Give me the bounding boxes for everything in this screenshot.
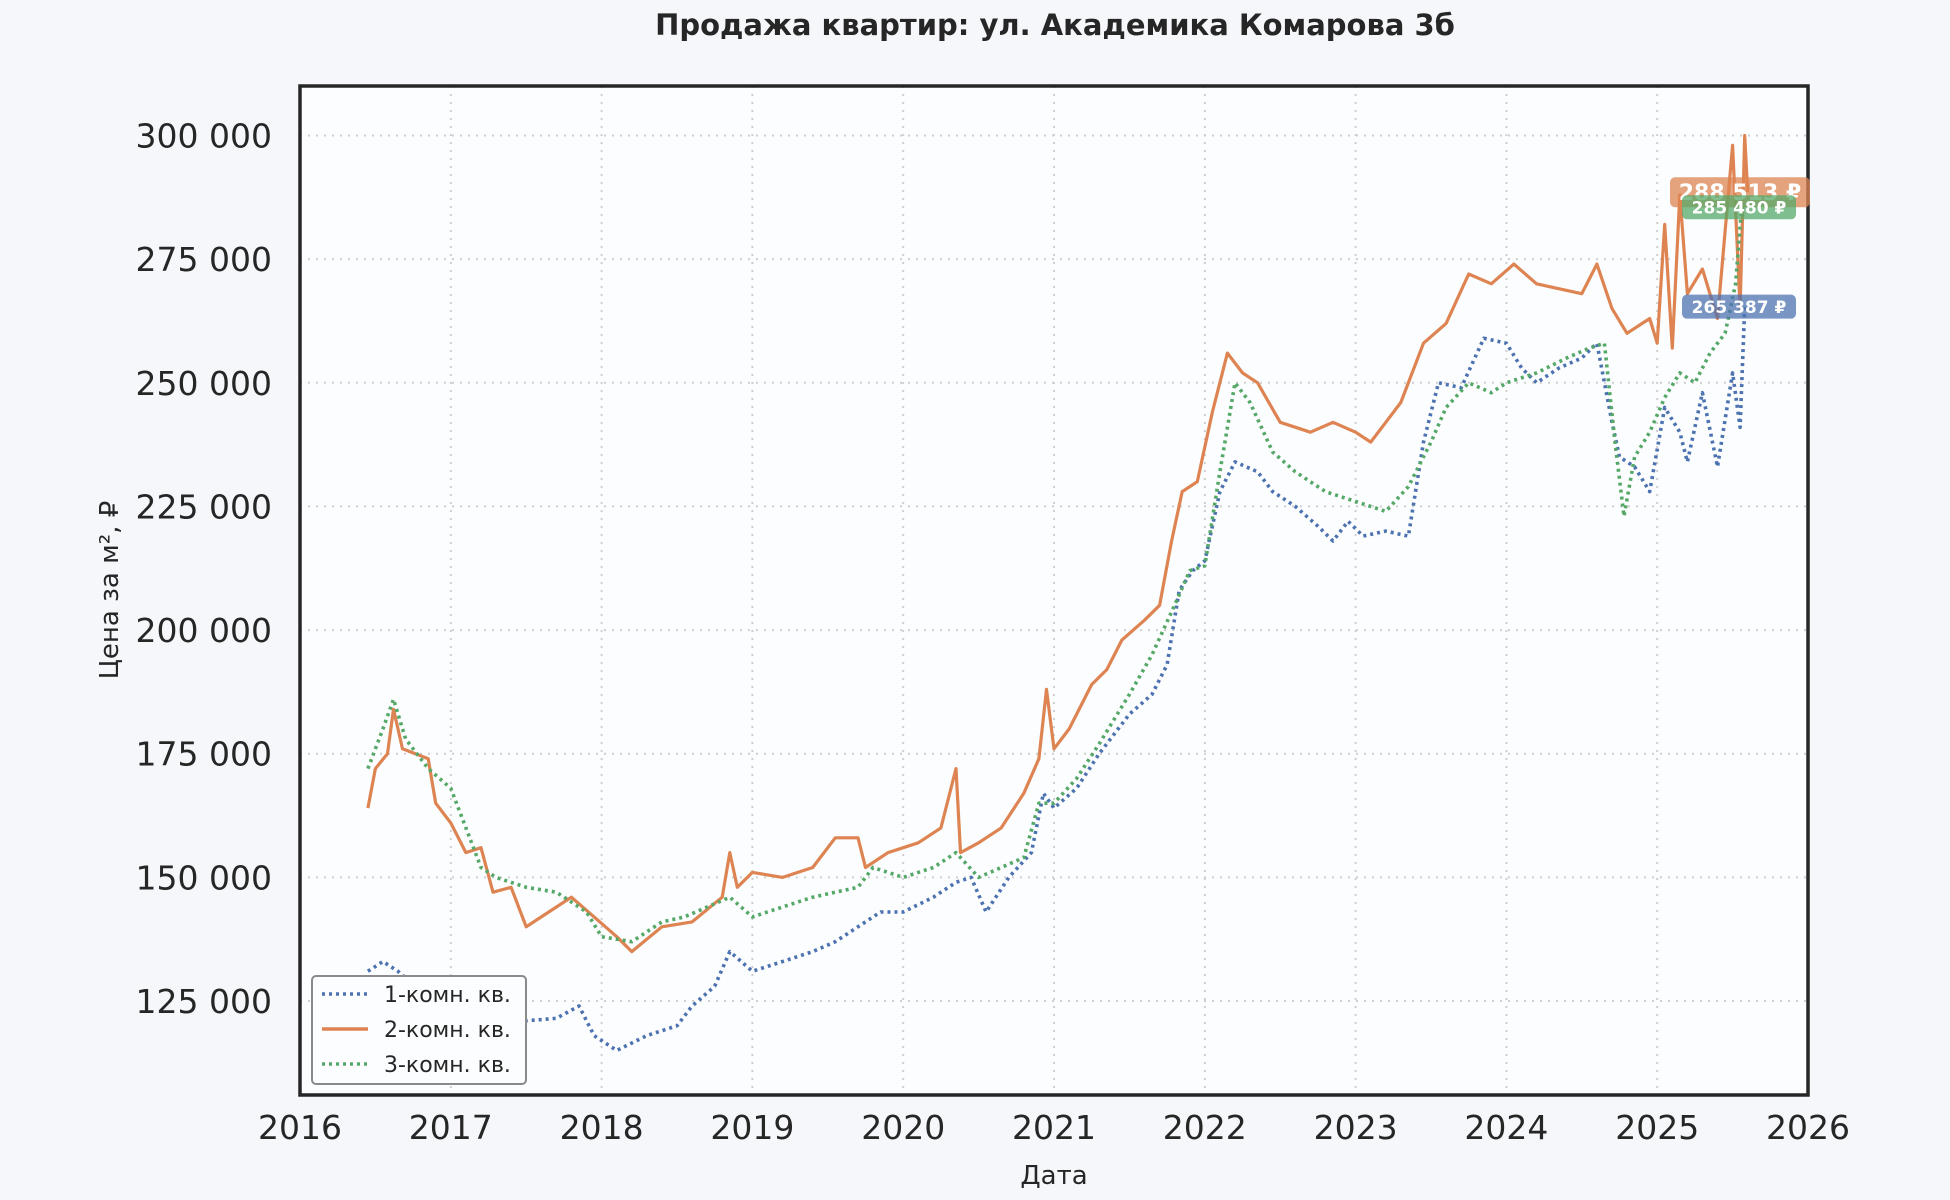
x-tick-label: 2017 xyxy=(409,1108,493,1147)
legend: 1-комн. кв. 2-комн. кв. 3-комн. кв. xyxy=(311,975,527,1085)
legend-item-3: 3-комн. кв. xyxy=(322,1053,511,1078)
x-tick-label: 2023 xyxy=(1314,1108,1398,1147)
last-value-badge-3: 285 480 ₽ xyxy=(1682,195,1796,220)
x-axis-label: Дата xyxy=(1020,1161,1087,1191)
badge-background xyxy=(1682,195,1796,220)
x-tick-label: 2016 xyxy=(258,1108,342,1147)
x-tick-label: 2018 xyxy=(560,1108,644,1147)
series-line-3 xyxy=(366,207,1744,944)
legend-label: 3-комн. кв. xyxy=(384,1053,511,1078)
series-lines xyxy=(366,133,1750,1053)
y-tick-label: 225 000 xyxy=(136,487,272,526)
y-tick-label: 250 000 xyxy=(136,364,272,403)
y-tick-label: 175 000 xyxy=(136,735,272,774)
last-value-badge-1: 265 387 ₽ xyxy=(1682,294,1796,319)
x-tick-label: 2026 xyxy=(1766,1108,1850,1147)
x-tick-label: 2020 xyxy=(861,1108,945,1147)
x-tick-label: 2022 xyxy=(1163,1108,1247,1147)
y-axis-label: Цена за м², ₽ xyxy=(95,501,125,680)
plot-frame xyxy=(298,84,1810,1097)
legend-item-2: 2-комн. кв. xyxy=(322,1018,511,1043)
y-axis-ticks: 125 000 150 000 175 000 200 000 225 000 250 0… xyxy=(136,116,272,1021)
badge-value: 285 480 ₽ xyxy=(1692,198,1787,218)
legend-frame xyxy=(311,975,527,1085)
badge-background xyxy=(1682,294,1796,319)
x-tick-label: 2021 xyxy=(1012,1108,1096,1147)
y-tick-label: 125 000 xyxy=(136,982,272,1021)
y-tick-label: 150 000 xyxy=(136,858,272,897)
series-line-2 xyxy=(366,133,1750,954)
legend-item-1: 1-комн. кв. xyxy=(322,983,511,1008)
last-value-badges: 288 513 ₽285 480 ₽265 387 ₽ xyxy=(1670,177,1810,319)
x-axis-ticks: 2016 2017 2018 2019 2020 2021 2022 2023 2024 2025… xyxy=(258,1108,1850,1147)
legend-label: 2-комн. кв. xyxy=(384,1018,511,1043)
chart-title: Продажа квартир: ул. Академика Комарова … xyxy=(655,8,1455,42)
x-tick-label: 2019 xyxy=(710,1108,794,1147)
y-tick-label: 200 000 xyxy=(136,611,272,650)
badge-value: 265 387 ₽ xyxy=(1692,298,1787,318)
x-tick-label: 2025 xyxy=(1615,1108,1699,1147)
y-tick-label: 275 000 xyxy=(136,240,272,279)
x-tick-label: 2024 xyxy=(1464,1108,1548,1147)
y-tick-label: 300 000 xyxy=(136,116,272,155)
legend-label: 1-комн. кв. xyxy=(384,983,511,1008)
series-line-1 xyxy=(366,306,1747,1053)
